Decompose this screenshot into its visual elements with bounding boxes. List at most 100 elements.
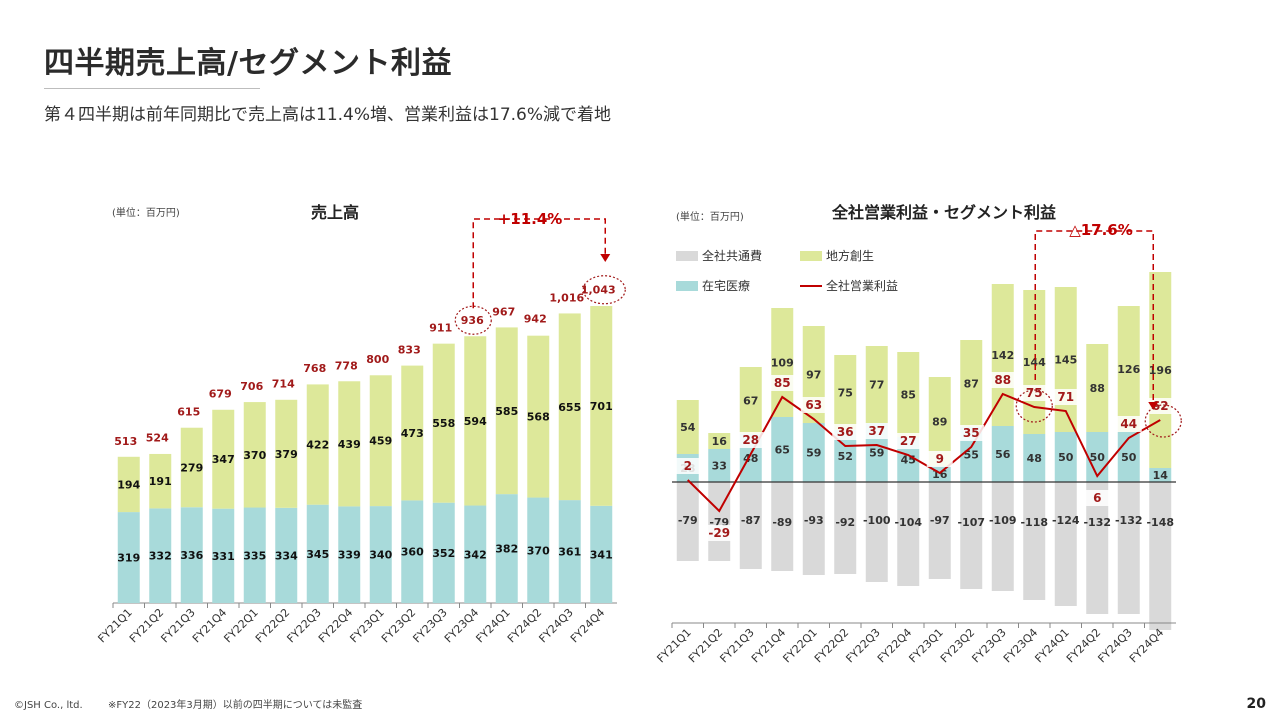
sales-value-label-home-medical: 352 bbox=[432, 547, 455, 560]
sales-value-label-regional: 422 bbox=[306, 439, 329, 452]
sales-bar-regional bbox=[180, 427, 203, 508]
sales-bar-regional bbox=[558, 313, 581, 501]
profit-bar-regional bbox=[865, 346, 888, 423]
sales-bar-regional bbox=[212, 409, 235, 509]
profit-bar-regional bbox=[1149, 272, 1172, 468]
profit-bar-home-medical bbox=[771, 417, 794, 482]
sales-total-label: 513 bbox=[114, 435, 137, 448]
profit-unit-label: (単位：百万円) bbox=[676, 210, 744, 223]
profit-value-label-common-cost: -109 bbox=[989, 514, 1017, 527]
sales-total-label: 714 bbox=[272, 378, 295, 391]
profit-value-label-home-medical: 65 bbox=[775, 444, 790, 457]
profit-line-label-bg bbox=[706, 525, 733, 541]
profit-value-label-home-medical: 55 bbox=[964, 449, 979, 462]
profit-bar-regional bbox=[928, 377, 951, 466]
sales-bar-home-medical bbox=[149, 508, 172, 603]
sales-value-label-home-medical: 382 bbox=[495, 543, 518, 556]
sales-bar-home-medical bbox=[212, 508, 235, 603]
sales-value-label-regional: 370 bbox=[243, 449, 266, 462]
sales-bar-home-medical bbox=[495, 494, 518, 603]
profit-line-label: 2 bbox=[684, 459, 692, 473]
profit-bar-regional bbox=[1086, 344, 1109, 432]
profit-value-label-home-medical: 50 bbox=[1090, 451, 1106, 464]
sales-bar-home-medical bbox=[590, 505, 613, 603]
profit-highlight-circle bbox=[1015, 389, 1053, 423]
sales-bar-home-medical bbox=[401, 500, 424, 603]
sales-bar-home-medical bbox=[306, 504, 329, 603]
profit-value-label-common-cost: -118 bbox=[1020, 516, 1048, 529]
profit-change-arrow bbox=[1148, 402, 1159, 410]
sales-bar-home-medical bbox=[180, 507, 203, 603]
profit-value-label-regional: 109 bbox=[771, 357, 794, 370]
sales-bar-regional bbox=[369, 375, 392, 507]
sales-bar-home-medical bbox=[275, 507, 298, 603]
sales-value-label-regional: 279 bbox=[180, 461, 203, 474]
profit-bar-regional bbox=[739, 367, 762, 434]
sales-bar-home-medical bbox=[527, 497, 550, 603]
profit-line-label: 88 bbox=[994, 373, 1011, 387]
sales-value-label-regional: 439 bbox=[338, 438, 361, 451]
profit-bar-regional bbox=[1117, 306, 1140, 432]
sales-chart-title: 売上高 bbox=[311, 203, 359, 222]
sales-value-label-home-medical: 339 bbox=[338, 549, 361, 562]
profit-bar-common-cost bbox=[1086, 482, 1109, 614]
profit-value-label-regional: 88 bbox=[1090, 382, 1105, 395]
sales-bar-home-medical bbox=[369, 506, 392, 603]
profit-change-annotation: △17.6% bbox=[1069, 221, 1133, 239]
profit-bar-regional bbox=[708, 433, 731, 449]
sales-bar-regional bbox=[590, 306, 613, 506]
profit-value-label-common-cost: -87 bbox=[741, 514, 761, 527]
sales-bar-regional bbox=[464, 336, 487, 506]
profit-legend: 全社共通費 地方創生 在宅医療 全社営業利益 bbox=[676, 248, 898, 293]
profit-bar-common-cost bbox=[739, 482, 762, 569]
sales-bar-home-medical bbox=[243, 507, 266, 603]
copyright: ©JSH Co., ltd. bbox=[14, 700, 83, 711]
footnote: ※FY22（2023年3月期）以前の四半期については未監査 bbox=[108, 700, 363, 711]
profit-bar-home-medical bbox=[802, 423, 825, 482]
sales-value-label-home-medical: 361 bbox=[558, 546, 581, 559]
profit-bar-home-medical bbox=[1054, 432, 1077, 482]
sales-total-label: 679 bbox=[209, 387, 232, 400]
profit-line-label-bg bbox=[674, 458, 701, 474]
profit-line-label: 36 bbox=[837, 425, 854, 439]
sales-total-label: 706 bbox=[240, 380, 263, 393]
profit-value-label-common-cost: -124 bbox=[1052, 514, 1080, 527]
sales-value-label-regional: 473 bbox=[401, 427, 424, 440]
profit-value-label-home-medical: 50 bbox=[1121, 451, 1137, 464]
profit-line-label-bg bbox=[1084, 490, 1111, 506]
profit-bar-common-cost bbox=[897, 482, 920, 586]
sales-value-label-regional: 701 bbox=[590, 400, 613, 413]
sales-value-label-home-medical: 332 bbox=[149, 550, 172, 563]
sales-value-label-home-medical: 345 bbox=[306, 548, 329, 561]
sales-total-label: 936 bbox=[461, 314, 484, 327]
profit-line-label: 71 bbox=[1057, 390, 1074, 404]
profit-value-label-common-cost: -100 bbox=[863, 514, 891, 527]
sales-growth-bracket bbox=[472, 218, 606, 309]
profit-bar-common-cost bbox=[1054, 482, 1077, 606]
profit-change-bracket bbox=[1034, 230, 1154, 404]
profit-line-label: 27 bbox=[900, 434, 917, 448]
profit-line-label: 35 bbox=[963, 426, 980, 440]
profit-value-label-regional: 144 bbox=[1023, 356, 1046, 369]
sales-total-label: 967 bbox=[492, 305, 515, 318]
sales-highlight-circle bbox=[454, 305, 492, 335]
profit-line-label-bg bbox=[1021, 385, 1048, 401]
profit-bar-regional bbox=[676, 400, 699, 454]
sales-bar-regional bbox=[275, 399, 298, 508]
profit-value-label-regional: 87 bbox=[964, 378, 979, 391]
legend-label-regional: 地方創生 bbox=[826, 248, 874, 263]
profit-bar-home-medical bbox=[991, 426, 1014, 482]
profit-value-label-common-cost: -132 bbox=[1115, 514, 1143, 527]
sales-value-label-home-medical: 331 bbox=[212, 550, 235, 563]
page-title: 四半期売上高/セグメント利益 bbox=[44, 46, 452, 81]
legend-swatch-common-cost bbox=[676, 251, 698, 261]
sales-bar-regional bbox=[117, 456, 140, 513]
sales-bar-regional bbox=[432, 343, 455, 503]
profit-bar-common-cost bbox=[1117, 482, 1140, 614]
profit-value-label-regional: 77 bbox=[869, 379, 884, 392]
profit-bar-common-cost bbox=[771, 482, 794, 571]
page-number: 20 bbox=[1246, 696, 1266, 712]
profit-line-label: 9 bbox=[936, 452, 944, 466]
sales-bar-regional bbox=[527, 335, 550, 498]
profit-value-label-regional: 196 bbox=[1149, 364, 1172, 377]
